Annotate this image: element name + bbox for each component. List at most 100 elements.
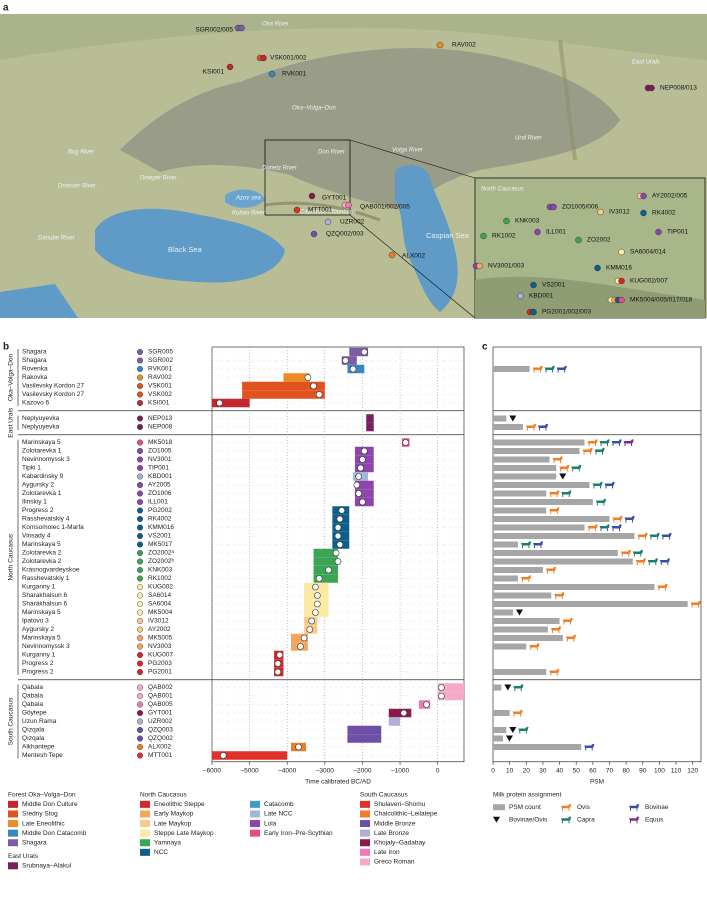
row-dot	[389, 442, 391, 443]
row-dot	[251, 510, 253, 511]
row-dot	[377, 368, 379, 370]
row-dot	[275, 493, 277, 494]
row-dot	[227, 620, 229, 622]
row-dot	[377, 695, 379, 697]
row-dot	[431, 418, 433, 419]
row-dot	[287, 738, 289, 739]
row-dot	[395, 595, 397, 596]
row-dot	[311, 637, 313, 639]
row-dot	[455, 637, 457, 639]
x-tick-label: 0	[436, 767, 440, 774]
row-dot	[299, 612, 301, 613]
row-dot	[227, 360, 229, 361]
row-dot	[353, 510, 355, 511]
taxon-icon	[637, 532, 648, 540]
row-dot	[383, 629, 385, 630]
row-dot	[371, 510, 373, 511]
row-dot	[371, 663, 373, 664]
psm-bar	[493, 735, 503, 742]
row-dot	[227, 687, 229, 688]
legend-swatch	[8, 862, 18, 870]
row-dot	[311, 484, 313, 486]
row-dot	[347, 426, 349, 428]
x-tick-label: 80	[623, 767, 631, 774]
row-dot	[389, 603, 391, 605]
row-dot	[425, 527, 427, 528]
row-dot	[275, 467, 277, 469]
legend-swatch	[250, 829, 260, 837]
row-dot	[275, 687, 277, 688]
row-dot	[317, 663, 319, 664]
row-dot	[263, 586, 265, 588]
row-dot	[341, 476, 343, 477]
row-dot	[413, 586, 415, 588]
row-dot	[305, 402, 307, 404]
row-dot	[335, 459, 337, 460]
inset-title: North Caucasus	[481, 187, 524, 193]
row-dot	[431, 578, 433, 579]
row-dot	[395, 552, 397, 554]
row-dot	[293, 527, 295, 528]
row-dot	[425, 746, 427, 748]
row-dot	[335, 418, 337, 419]
row-dot	[341, 467, 343, 469]
psm-bar	[493, 710, 510, 716]
row-dot	[311, 578, 313, 579]
row-dot	[233, 612, 235, 613]
row-dot	[353, 712, 355, 714]
row-dot	[419, 501, 421, 503]
row-dot	[449, 629, 451, 630]
row-dot	[239, 612, 241, 613]
row-dot	[239, 561, 241, 562]
row-dot	[431, 738, 433, 739]
row-dot	[347, 467, 349, 469]
row-dot	[419, 394, 421, 395]
sample-id: KNK003	[148, 567, 173, 574]
row-dot	[335, 442, 337, 443]
taxon-icon	[587, 439, 598, 447]
row-dot	[347, 620, 349, 622]
site-label: KNK003	[515, 218, 540, 225]
row-dot	[401, 561, 403, 562]
row-dot	[233, 450, 235, 452]
row-dot	[335, 704, 337, 705]
row-dot	[251, 377, 253, 378]
row-dot	[461, 603, 463, 605]
row-dot	[341, 755, 343, 756]
row-dot	[419, 663, 421, 664]
row-dot	[461, 442, 463, 443]
row-dot	[329, 695, 331, 697]
row-dot	[443, 746, 445, 748]
row-dot	[335, 746, 337, 748]
sample-id: NV3003	[148, 643, 172, 650]
row-dot	[401, 377, 403, 378]
row-dot	[311, 510, 313, 511]
row-dot	[353, 442, 355, 443]
site-dot	[324, 218, 332, 226]
taxon-icon	[604, 481, 615, 489]
row-dot	[287, 368, 289, 370]
row-dot	[407, 402, 409, 404]
row-dot	[227, 377, 229, 378]
row-dot	[227, 544, 229, 545]
row-dot	[275, 637, 277, 639]
row-dot	[227, 467, 229, 469]
panel-label: c	[482, 342, 488, 353]
row-dot	[245, 501, 247, 503]
row-dot	[347, 394, 349, 395]
row-dot	[377, 535, 379, 537]
row-dot	[443, 603, 445, 605]
row-dot	[275, 544, 277, 545]
legend-label: Middle Don Catacomb	[22, 830, 87, 837]
row-dot	[299, 755, 301, 756]
row-dot	[227, 612, 229, 613]
sample-id: RK1002	[148, 575, 172, 582]
date-range	[437, 691, 464, 701]
row-dot	[407, 476, 409, 477]
row-dot	[293, 629, 295, 630]
row-dot	[347, 385, 349, 387]
row-dot	[335, 351, 337, 353]
site-name: Rakovka	[22, 374, 48, 381]
row-dot	[443, 738, 445, 739]
row-dot	[353, 721, 355, 722]
